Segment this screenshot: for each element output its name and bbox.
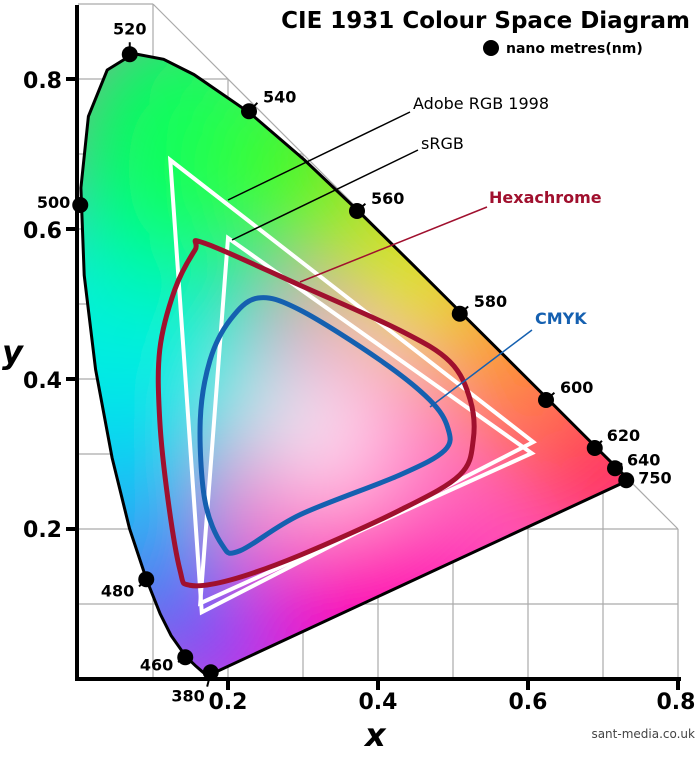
wavelength-marker-dot — [538, 392, 554, 408]
leader-line — [227, 111, 411, 201]
gamut-outlines — [155, 155, 537, 616]
wavelength-marker-dot — [202, 664, 219, 681]
leader-line — [231, 149, 419, 241]
x-tick-label: 0.4 — [359, 690, 398, 715]
axes — [66, 5, 681, 690]
wavelength-label: 460 — [140, 655, 173, 674]
wavelength-label: 640 — [627, 450, 660, 469]
wavelength-marker-dot — [72, 197, 89, 213]
gamut-leader-lines — [227, 111, 533, 408]
wavelength-marker-dot — [607, 460, 623, 477]
wavelength-label: 600 — [560, 378, 593, 397]
x-tick-label: 0.6 — [509, 690, 548, 715]
x-axis-label: x — [363, 716, 387, 754]
x-tick-label: 0.2 — [209, 690, 248, 715]
wavelength-label: 380 — [171, 686, 204, 705]
wavelength-marker-dot — [586, 440, 603, 456]
wavelength-label: 500 — [37, 193, 70, 212]
y-axis-label: y — [2, 333, 24, 371]
wavelength-marker-dot — [451, 305, 468, 322]
fill-blob — [533, 391, 629, 532]
wavelength-marker-dot — [138, 571, 155, 588]
legend-dot-icon — [483, 40, 499, 56]
legend-label: nano metres(nm) — [506, 41, 643, 57]
wavelength-label: 580 — [474, 292, 507, 311]
gamut-label-hexachrome: Hexachrome — [489, 188, 602, 207]
y-tick-label: 0.8 — [23, 69, 62, 94]
wavelength-label: 520 — [113, 19, 146, 38]
wavelength-label: 560 — [371, 189, 404, 208]
gamut-label-cmyk: CMYK — [535, 309, 587, 328]
y-tick-label: 0.2 — [23, 518, 62, 543]
wavelength-marker-dot — [177, 649, 194, 666]
wavelength-marker-dot — [349, 203, 365, 219]
wavelength-marker-dot — [121, 46, 138, 63]
spectral-locus — [79, 52, 632, 677]
wavelength-label: 620 — [607, 426, 640, 445]
gamut-cmyk — [197, 295, 453, 556]
fill-blob — [255, 361, 396, 502]
gamut-label-srgb: sRGB — [421, 134, 464, 153]
leader-line — [299, 206, 488, 283]
gamut-hexachrome — [155, 238, 477, 589]
y-tick-label: 0.4 — [23, 369, 62, 394]
wavelength-label: 750 — [638, 468, 671, 487]
chart-title: CIE 1931 Colour Space Diagram — [281, 8, 690, 34]
wavelength-marker-dot — [618, 472, 635, 489]
x-tick-label: 0.8 — [657, 690, 696, 715]
fill-blob — [80, 411, 196, 572]
credit-text: sant-media.co.uk — [591, 727, 695, 741]
y-tick-label: 0.6 — [23, 219, 62, 244]
wavelength-label: 540 — [263, 87, 296, 106]
wavelength-marker-dot — [241, 103, 257, 120]
colour-gamut-fill — [80, 53, 629, 676]
wavelength-label: 480 — [101, 581, 134, 600]
gamut-label-adobe-rgb: Adobe RGB 1998 — [413, 94, 549, 113]
leader-line — [429, 329, 533, 408]
